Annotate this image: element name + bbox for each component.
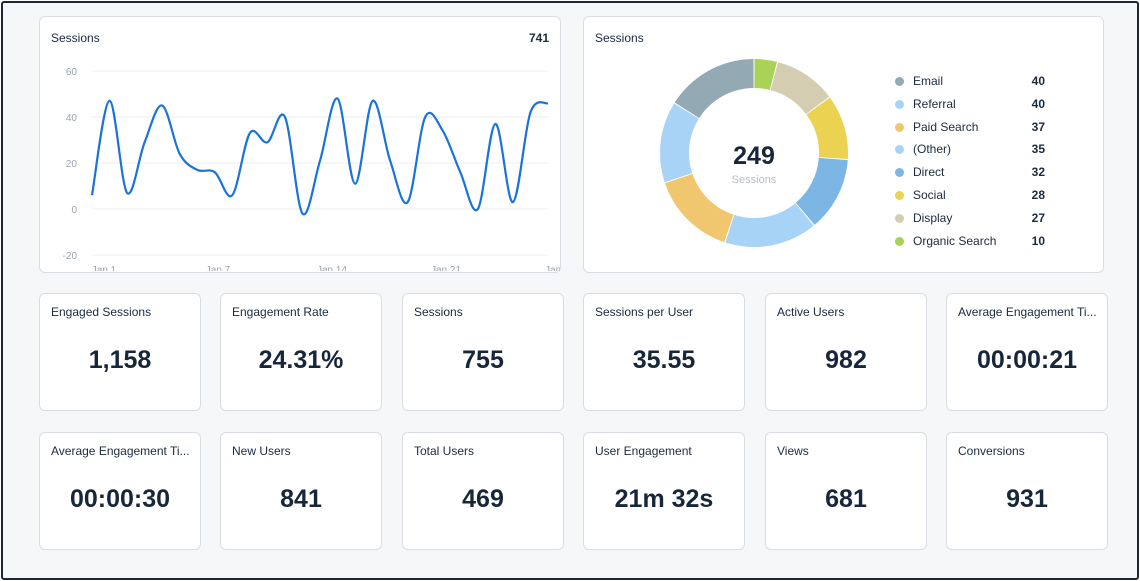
kpi-value: 931: [1006, 485, 1048, 513]
donut-slice-other: [660, 103, 699, 183]
legend-item: Organic Search 10: [895, 233, 1045, 251]
kpi-label: Sessions per User: [595, 305, 694, 319]
legend-label: Email: [913, 74, 944, 88]
kpi-engaged-sessions: Engaged Sessions 1,158: [39, 293, 201, 411]
legend-item: Social 28: [895, 187, 1045, 205]
sessions-line-card: Sessions 741 60 40 20 0 -20 Jan 1 Jan 7 Jan 14 J…: [39, 16, 561, 273]
donut-slice-organic-search: [754, 59, 777, 90]
legend-label: Direct: [913, 165, 945, 180]
legend-value: 10: [1031, 233, 1045, 248]
donut-slice-paid-search: [665, 173, 734, 243]
kpi-label: Sessions: [414, 305, 463, 319]
legend-swatch: [895, 145, 904, 155]
donut-slice-social: [806, 97, 848, 159]
kpi-value: 469: [462, 485, 504, 513]
legend-item: Email 40: [895, 73, 1045, 91]
legend-swatch: [895, 213, 904, 223]
kpi-value: 00:00:30: [69, 485, 171, 513]
kpi-value: 1,158: [88, 346, 152, 374]
legend-swatch: [895, 122, 904, 132]
sessions-series-line: [90, 97, 549, 216]
donut-slice-email: [674, 59, 754, 119]
x-tick-label: Jan 7: [206, 265, 231, 271]
y-tick-label: 40: [66, 113, 78, 124]
sessions-line-total: 741: [528, 31, 549, 45]
legend-label: Paid Search: [913, 119, 979, 134]
kpi-value: 24.31%: [258, 346, 344, 374]
legend-swatch: [895, 77, 904, 86]
legend-value: 32: [1031, 165, 1045, 180]
sessions-line-title: Sessions: [51, 31, 100, 45]
legend-swatch: [895, 99, 904, 109]
kpi-value: 21m 32s: [614, 485, 714, 513]
sessions-donut-chart: 249 Sessions: [660, 59, 848, 247]
kpi-value: 755: [462, 346, 504, 374]
legend-item: Paid Search 37: [895, 119, 1045, 137]
legend-swatch: [895, 168, 904, 178]
x-tick-label: Jan 14: [317, 265, 347, 271]
legend-label: Organic Search: [913, 233, 997, 248]
kpi-sessions: Sessions 755: [402, 293, 564, 411]
sessions-line-chart: 60 40 20 0 -20 Jan 1 Jan 7 Jan 14 Jan 21 Jan 28: [63, 67, 560, 271]
kpi-value: 841: [280, 485, 322, 513]
y-tick-label: -20: [63, 251, 78, 262]
kpi-value: 681: [825, 485, 867, 513]
y-tick-label: 20: [66, 159, 78, 170]
sessions-donut-title: Sessions: [595, 31, 644, 45]
donut-slice-display: [770, 62, 830, 115]
y-tick-label: 60: [66, 67, 78, 78]
donut-center-value: 249: [733, 142, 775, 170]
kpi-new-users: New Users 841: [220, 432, 382, 550]
legend-item: Direct 32: [895, 164, 1045, 182]
legend-label: Display: [913, 210, 953, 225]
sessions-donut-card: Sessions 249 Sessions Email 40 Referral 40 P…: [583, 16, 1104, 273]
donut-center-label: Sessions: [732, 174, 777, 186]
kpi-engagement-rate: Engagement Rate 24.31%: [220, 293, 382, 411]
legend-value: 27: [1031, 210, 1045, 225]
kpi-value: 982: [825, 346, 867, 374]
kpi-sessions-per-user: Sessions per User 35.55: [583, 293, 745, 411]
kpi-value: 00:00:21: [976, 346, 1078, 374]
kpi-active-users: Active Users 982: [765, 293, 927, 411]
x-tick-label: Jan 28: [545, 265, 560, 271]
kpi-value: 35.55: [632, 346, 696, 374]
legend-swatch: [895, 191, 904, 200]
x-tick-label: Jan 1: [92, 265, 117, 271]
legend-value: 35: [1031, 142, 1045, 157]
legend-item: Referral 40: [895, 96, 1045, 114]
y-tick-label: 0: [71, 205, 77, 216]
kpi-conversions: Conversions 931: [946, 432, 1108, 550]
legend-swatch: [895, 236, 904, 246]
legend-value: 40: [1031, 74, 1045, 88]
kpi-label: Views: [777, 444, 809, 458]
legend-value: 28: [1031, 188, 1045, 202]
kpi-views: Views 681: [765, 432, 927, 550]
kpi-total-users: Total Users 469: [402, 432, 564, 550]
kpi-average-engagement-time: Average Engagement Ti... 00:00:21: [946, 293, 1108, 411]
kpi-label: Average Engagement Ti...: [958, 305, 1097, 319]
kpi-label: Total Users: [414, 444, 475, 458]
legend-label: Referral: [913, 96, 956, 111]
legend-item: (Other) 35: [895, 141, 1045, 159]
kpi-label: Conversions: [958, 444, 1025, 458]
kpi-label: Engagement Rate: [232, 305, 329, 319]
x-tick-label: Jan 21: [431, 265, 461, 271]
legend-label: (Other): [913, 142, 952, 157]
kpi-label: Active Users: [777, 305, 845, 319]
donut-slice-direct: [795, 157, 848, 225]
kpi-label: Engaged Sessions: [51, 305, 152, 319]
legend-value: 37: [1031, 119, 1045, 134]
kpi-user-engagement: User Engagement 21m 32s: [583, 432, 745, 550]
donut-slice-referral: [725, 203, 814, 247]
legend-label: Social: [913, 188, 946, 202]
kpi-label: Average Engagement Ti...: [51, 444, 190, 458]
kpi-average-engagement-time-2: Average Engagement Ti... 00:00:30: [39, 432, 201, 550]
kpi-label: New Users: [232, 444, 291, 458]
legend-item: Display 27: [895, 210, 1045, 228]
kpi-label: User Engagement: [595, 444, 692, 458]
legend-value: 40: [1031, 96, 1045, 111]
